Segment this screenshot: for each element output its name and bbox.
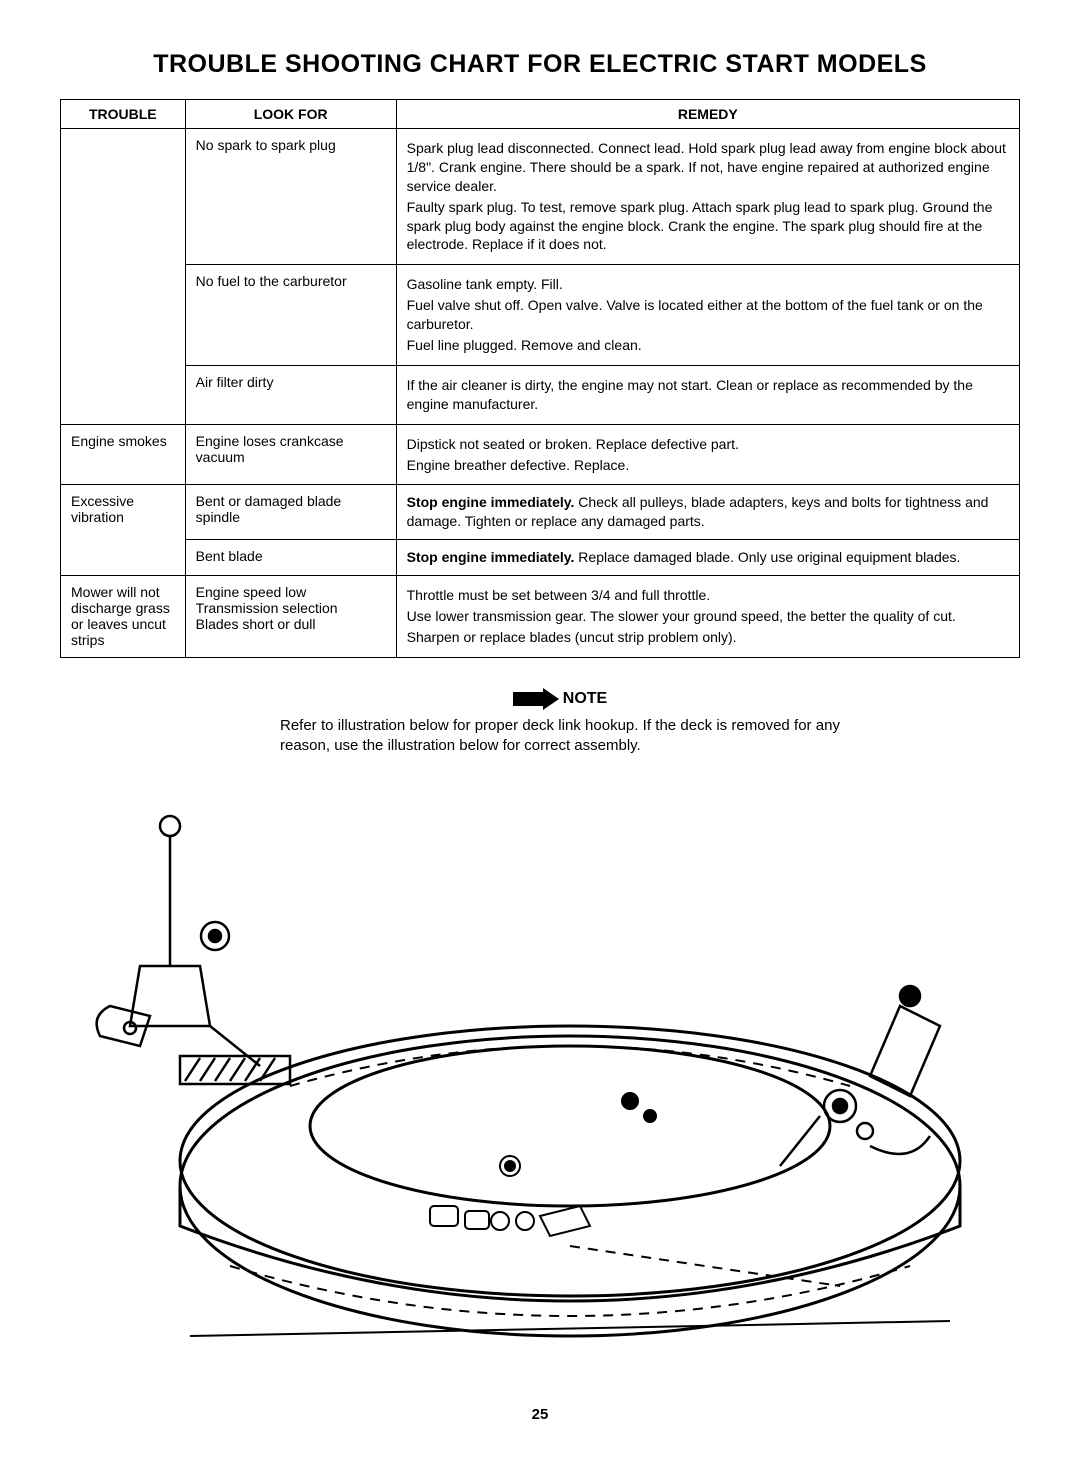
trouble-cell: Engine smokes [61,424,186,485]
remedy-text: Gasoline tank empty. Fill. [407,275,1009,294]
lookfor-cell: No spark to spark plug [185,129,396,265]
lookfor-cell: Bent blade [185,540,396,576]
page-title: TROUBLE SHOOTING CHART FOR ELECTRIC STAR… [60,50,1020,79]
remedy-text: Faulty spark plug. To test, remove spark… [407,198,1009,255]
lookfor-cell: Air filter dirty [185,365,396,424]
trouble-cell: Mower will not discharge grass or leaves… [61,576,186,658]
remedy-bold: Stop engine immediately. [407,549,575,565]
remedy-cell: Dipstick not seated or broken. Replace d… [396,424,1019,485]
header-lookfor: LOOK FOR [185,100,396,129]
lookfor-cell: No fuel to the carburetor [185,265,396,366]
trouble-cell [61,129,186,425]
remedy-text: Use lower transmission gear. The slower … [407,607,1009,626]
lookfor-cell: Engine speed low Transmission selection … [185,576,396,658]
deck-diagram [80,766,1000,1386]
remedy-text: Replace damaged blade. Only use original… [574,549,960,565]
lookfor-line: Transmission selection [196,600,386,616]
header-remedy: REMEDY [396,100,1019,129]
remedy-cell: If the air cleaner is dirty, the engine … [396,365,1019,424]
remedy-cell: Spark plug lead disconnected. Connect le… [396,129,1019,265]
remedy-cell: Stop engine immediately. Check all pulle… [396,485,1019,540]
remedy-cell: Stop engine immediately. Replace damaged… [396,540,1019,576]
remedy-text: Fuel valve shut off. Open valve. Valve i… [407,296,1009,334]
arrow-right-icon [513,688,559,710]
lookfor-line: Blades short or dull [196,616,386,632]
lookfor-cell: Bent or damaged blade spindle [185,485,396,540]
remedy-cell: Gasoline tank empty. Fill. Fuel valve sh… [396,265,1019,366]
lookfor-line: Engine speed low [196,584,386,600]
note-header: NOTE [280,688,840,710]
remedy-text: Fuel line plugged. Remove and clean. [407,336,1009,355]
trouble-cell: Excessive vibration [61,485,186,576]
lookfor-cell: Engine loses crankcase vacuum [185,424,396,485]
remedy-cell: Throttle must be set between 3/4 and ful… [396,576,1019,658]
note-label: NOTE [563,690,607,708]
remedy-text: Dipstick not seated or broken. Replace d… [407,435,1009,454]
remedy-text: Sharpen or replace blades (uncut strip p… [407,628,1009,647]
remedy-bold: Stop engine immediately. [407,494,575,510]
note-text: Refer to illustration below for proper d… [280,716,840,757]
remedy-text: If the air cleaner is dirty, the engine … [407,376,1009,414]
remedy-text: Throttle must be set between 3/4 and ful… [407,586,1009,605]
remedy-text: Engine breather defective. Replace. [407,456,1009,475]
header-trouble: TROUBLE [61,100,186,129]
troubleshooting-table: TROUBLE LOOK FOR REMEDY No spark to spar… [60,99,1020,658]
remedy-text: Spark plug lead disconnected. Connect le… [407,139,1009,196]
